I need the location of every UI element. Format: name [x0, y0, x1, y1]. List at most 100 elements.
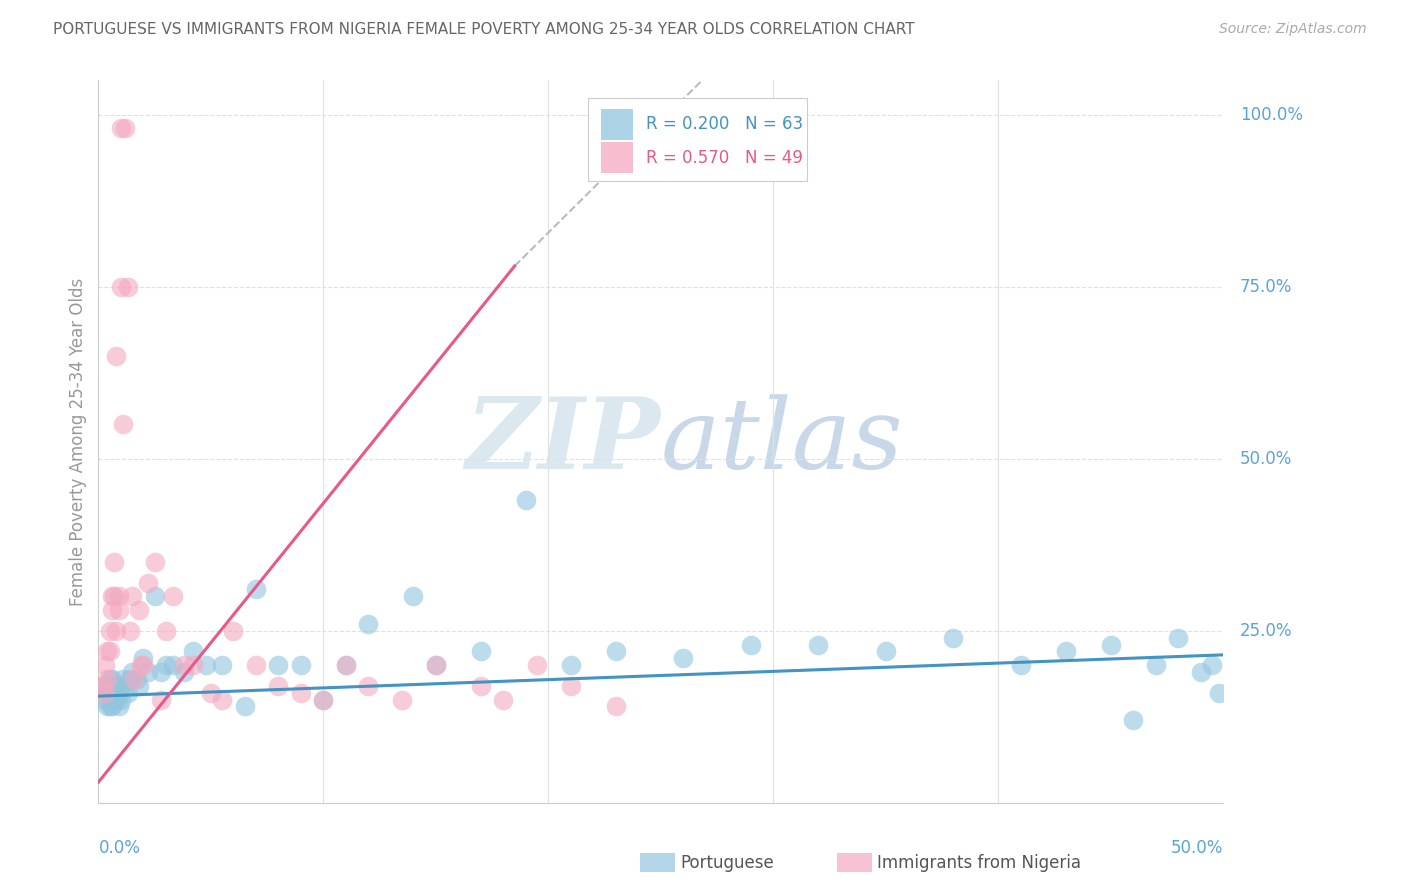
Text: Portuguese: Portuguese: [681, 854, 775, 871]
Point: [94, 658, 117, 673]
Point: [98, 644, 121, 658]
Point: [143, 555, 166, 569]
Point: [118, 624, 141, 638]
Point: [91, 679, 114, 693]
Point: [402, 590, 425, 604]
Point: [125, 672, 148, 686]
Point: [515, 493, 537, 508]
Point: [103, 590, 125, 604]
Point: [107, 603, 129, 617]
Text: atlas: atlas: [661, 394, 904, 489]
Point: [526, 658, 548, 673]
Y-axis label: Female Poverty Among 25-34 Year Olds: Female Poverty Among 25-34 Year Olds: [69, 277, 87, 606]
Point: [128, 603, 150, 617]
Point: [807, 638, 830, 652]
Point: [162, 590, 184, 604]
Point: [94, 686, 117, 700]
Point: [605, 699, 627, 714]
Point: [105, 692, 128, 706]
Point: [335, 658, 357, 673]
Point: [96, 699, 118, 714]
Point: [132, 658, 155, 673]
Text: ZIP: ZIP: [465, 393, 661, 490]
Point: [672, 651, 695, 665]
Point: [1054, 644, 1077, 658]
Point: [98, 672, 121, 686]
Point: [391, 692, 413, 706]
Point: [103, 679, 125, 693]
Point: [117, 686, 139, 700]
Point: [96, 672, 118, 686]
Point: [112, 672, 135, 686]
Point: [107, 686, 129, 700]
Point: [105, 349, 128, 363]
Text: R = 0.200   N = 63: R = 0.200 N = 63: [647, 115, 803, 133]
Point: [129, 658, 152, 673]
Point: [1144, 658, 1167, 673]
Point: [136, 665, 159, 679]
FancyBboxPatch shape: [602, 143, 633, 173]
Point: [335, 658, 357, 673]
Point: [1010, 658, 1032, 673]
Text: 25.0%: 25.0%: [1240, 622, 1292, 640]
Point: [98, 686, 121, 700]
Point: [181, 644, 204, 658]
Point: [200, 686, 222, 700]
Point: [94, 692, 117, 706]
Point: [267, 679, 290, 693]
Text: 50.0%: 50.0%: [1171, 838, 1223, 857]
FancyBboxPatch shape: [588, 98, 807, 181]
Point: [114, 679, 136, 693]
Point: [1208, 686, 1230, 700]
Point: [267, 658, 290, 673]
Point: [150, 692, 173, 706]
Point: [875, 644, 897, 658]
Point: [105, 679, 128, 693]
Point: [110, 692, 132, 706]
Point: [105, 624, 128, 638]
Point: [110, 279, 132, 293]
Point: [470, 679, 492, 693]
Point: [173, 665, 195, 679]
Point: [101, 590, 124, 604]
Point: [136, 575, 159, 590]
Point: [233, 699, 256, 714]
Point: [1189, 665, 1212, 679]
Point: [150, 665, 173, 679]
Point: [143, 590, 166, 604]
Point: [181, 658, 204, 673]
Point: [357, 679, 380, 693]
Point: [492, 692, 515, 706]
Point: [107, 699, 129, 714]
Point: [96, 679, 118, 693]
Point: [290, 658, 312, 673]
Point: [132, 651, 155, 665]
Point: [211, 658, 233, 673]
Text: Immigrants from Nigeria: Immigrants from Nigeria: [877, 854, 1081, 871]
Point: [118, 672, 141, 686]
Point: [121, 590, 143, 604]
Point: [101, 672, 124, 686]
Point: [114, 121, 136, 136]
Point: [211, 692, 233, 706]
Point: [124, 672, 146, 686]
Point: [101, 686, 124, 700]
Point: [740, 638, 762, 652]
Point: [91, 679, 114, 693]
Point: [121, 665, 143, 679]
Point: [222, 624, 245, 638]
Point: [96, 644, 118, 658]
Point: [312, 692, 335, 706]
Point: [162, 658, 184, 673]
FancyBboxPatch shape: [602, 109, 633, 139]
Point: [357, 616, 380, 631]
Point: [245, 658, 267, 673]
Point: [1201, 658, 1223, 673]
Point: [1122, 713, 1144, 727]
Point: [103, 555, 125, 569]
Point: [290, 686, 312, 700]
Point: [110, 679, 132, 693]
Text: 50.0%: 50.0%: [1240, 450, 1292, 467]
Point: [1099, 638, 1122, 652]
Point: [1167, 631, 1189, 645]
